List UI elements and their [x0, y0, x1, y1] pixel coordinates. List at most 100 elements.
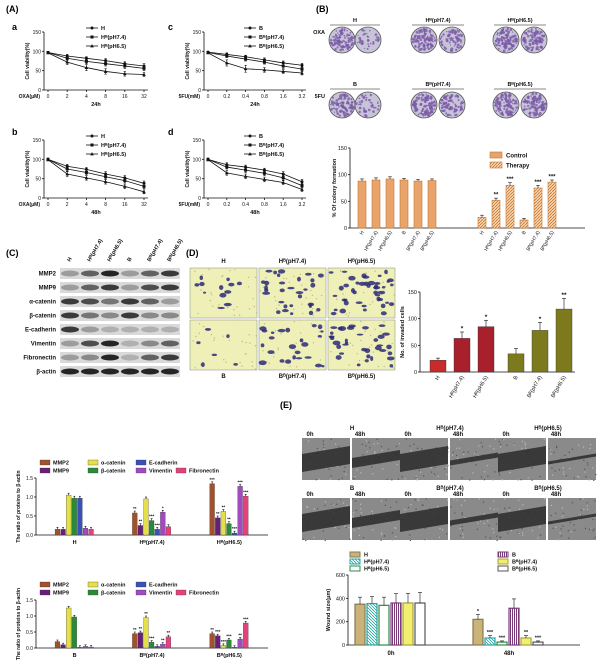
- cell-texture: [447, 447, 449, 449]
- cell-texture: [489, 445, 491, 447]
- colony-dot: [377, 40, 380, 43]
- membrane-pore: [228, 339, 230, 341]
- colony-dot: [445, 104, 448, 107]
- colony-dot: [347, 102, 350, 105]
- x-tick-label: 16: [122, 202, 128, 208]
- x-tick-label: B: [401, 229, 408, 235]
- cell-texture: [521, 440, 524, 443]
- x-axis-label: 48h: [91, 210, 101, 216]
- plate-group-label: H: [353, 18, 357, 24]
- blot-band: [81, 354, 99, 361]
- cell-texture: [371, 510, 373, 512]
- series-line: [207, 158, 303, 183]
- invaded-cell: [348, 324, 354, 329]
- colony-dot: [426, 113, 430, 117]
- bar: [215, 517, 221, 536]
- colony-dot: [513, 34, 517, 38]
- cell-texture: [555, 445, 558, 448]
- legend-swatch: [349, 558, 361, 565]
- colony-dot: [531, 36, 534, 39]
- cell-texture: [555, 526, 557, 528]
- colony-dot: [523, 99, 527, 103]
- colony-dot: [336, 112, 340, 116]
- legend-label: Therapy: [506, 164, 530, 170]
- cell-texture: [498, 441, 500, 443]
- data-point: [84, 65, 89, 69]
- data-point: [262, 60, 266, 64]
- cell-texture: [362, 454, 364, 456]
- panel-label-A: (A): [6, 4, 19, 14]
- cell-texture: [338, 478, 340, 481]
- significance-mark: *: [539, 316, 542, 323]
- colony-dot: [364, 94, 367, 97]
- significance-mark: ***: [149, 514, 155, 519]
- membrane-pore: [218, 304, 220, 306]
- colony-dot: [526, 45, 528, 48]
- cell-texture: [404, 478, 406, 480]
- cell-texture: [447, 451, 449, 453]
- colony-dot: [413, 105, 417, 109]
- blot-band: [61, 298, 79, 305]
- bar: [519, 219, 529, 229]
- colony-dot: [529, 34, 532, 37]
- colony-dot: [500, 39, 503, 42]
- plate-group-label: Bᴮ(pH6.5): [507, 81, 532, 88]
- data-point: [281, 64, 285, 68]
- colony-dot: [503, 37, 506, 40]
- colony-dot: [358, 97, 361, 100]
- colony-dot: [428, 107, 432, 110]
- invaded-cell: [355, 281, 360, 285]
- time-label: 48h: [453, 432, 464, 438]
- colony-dot: [355, 102, 358, 105]
- colony-dot: [330, 107, 333, 111]
- blot-strip: [60, 310, 180, 321]
- x-tick-label: Bᴮ(pH6.5): [539, 230, 555, 252]
- colony-dot: [530, 48, 533, 52]
- legend-label: Hᴮ(pH7.4): [364, 559, 389, 566]
- cell-texture: [587, 464, 589, 466]
- colony-dot: [367, 43, 370, 45]
- x-tick-label: 3.2: [299, 202, 306, 208]
- panel-label-E: (E): [280, 400, 292, 410]
- cell-texture: [459, 447, 461, 449]
- membrane-pore: [275, 300, 277, 302]
- significance-mark: ***: [499, 635, 506, 641]
- colony-dot: [339, 45, 342, 48]
- cell-texture: [570, 531, 572, 533]
- colony-dot: [425, 104, 428, 107]
- cell-texture: [484, 536, 487, 538]
- cell-texture: [429, 508, 431, 510]
- cell-texture: [460, 504, 463, 506]
- legend-label: B: [259, 26, 263, 32]
- data-point: [123, 179, 127, 183]
- x-tick-label: 0: [47, 94, 50, 100]
- legend-label: H: [101, 26, 105, 32]
- colony-dot: [499, 96, 502, 99]
- invaded-cell: [233, 363, 238, 366]
- colony-dot: [343, 40, 346, 43]
- colony-dot: [498, 107, 501, 110]
- legend-label: Hᴮ(pH6.5): [364, 566, 389, 573]
- colony-dot: [427, 110, 430, 112]
- colony-dot: [370, 104, 374, 108]
- cell-texture: [483, 522, 485, 525]
- x-tick-label: 2: [66, 94, 69, 100]
- colony-dot: [337, 103, 339, 105]
- legend-label: Vimentin: [149, 591, 173, 597]
- colony-dot: [440, 102, 443, 104]
- membrane-pore: [302, 312, 304, 315]
- cell-texture: [368, 441, 370, 444]
- cell-texture: [584, 468, 586, 470]
- cell-texture: [342, 502, 344, 504]
- cell-texture: [335, 443, 337, 445]
- colony-dot: [341, 104, 343, 107]
- y-axis-label: No. of invaded cells: [400, 306, 406, 358]
- cell-texture: [475, 451, 477, 453]
- legend-swatch: [87, 467, 99, 474]
- cell-texture: [360, 512, 362, 514]
- membrane-pore: [262, 286, 265, 289]
- colony-dot: [451, 31, 454, 34]
- membrane-pore: [356, 352, 358, 355]
- cell-texture: [531, 479, 533, 481]
- colony-dot: [530, 101, 533, 104]
